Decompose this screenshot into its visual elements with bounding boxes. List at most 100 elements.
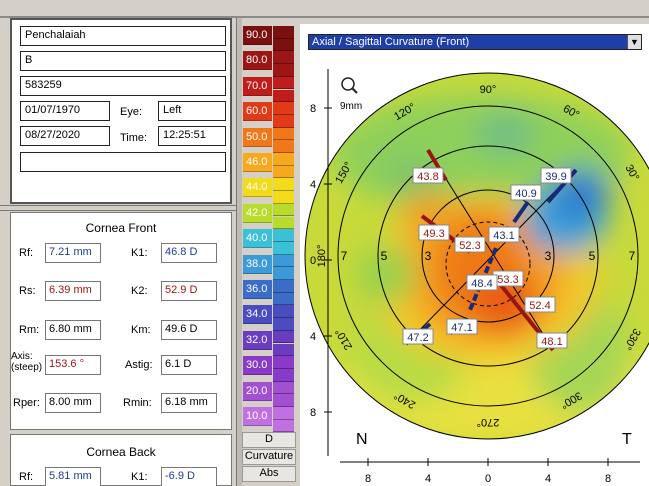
dob-field[interactable]: 01/07/1970 bbox=[20, 101, 110, 121]
ring-distance-label: 3 bbox=[425, 249, 432, 263]
scale-swatch bbox=[273, 178, 294, 192]
flat-reading: 48.4 bbox=[471, 278, 492, 290]
ring-distance-label: 7 bbox=[629, 249, 636, 263]
ring-distance-label: 5 bbox=[589, 249, 596, 263]
scale-swatch bbox=[273, 407, 294, 420]
scale-swatch bbox=[273, 254, 294, 268]
rmin-label: Rmin: bbox=[123, 397, 152, 409]
back-k1-label: K1: bbox=[131, 471, 148, 483]
steep-reading-box bbox=[454, 236, 486, 253]
scale-value-4: 50.0 bbox=[243, 127, 272, 147]
dropdown-arrow-icon[interactable]: ▼ bbox=[627, 35, 641, 49]
zoom-label: 9mm bbox=[340, 101, 362, 112]
scale-swatch bbox=[273, 76, 294, 90]
scale-swatch bbox=[273, 241, 294, 255]
steep-reading-box bbox=[536, 332, 568, 349]
eye-label: Eye: bbox=[120, 106, 143, 118]
patient-id-field[interactable]: 583259 bbox=[20, 76, 226, 96]
first-name-field[interactable]: B bbox=[20, 51, 226, 71]
rmin-value: 6.18 mm bbox=[161, 393, 217, 413]
flat-reading: 47.1 bbox=[451, 322, 472, 334]
ring-5 bbox=[377, 145, 599, 367]
rper-value: 8.00 mm bbox=[45, 393, 101, 413]
steep-reading: 49.3 bbox=[423, 228, 444, 240]
flat-reading-box bbox=[466, 274, 498, 291]
k2-label: K2: bbox=[131, 285, 148, 297]
scale-swatch bbox=[273, 394, 294, 407]
comment-field[interactable] bbox=[20, 152, 226, 172]
time-field[interactable]: 12:25:51 bbox=[158, 126, 226, 146]
ring-distance-label: 7 bbox=[341, 249, 348, 263]
y-tick-label: 0 bbox=[310, 255, 316, 267]
last-name-field[interactable]: Penchalaiah bbox=[20, 26, 226, 46]
back-k1-value: -6.9 D bbox=[161, 467, 217, 486]
eye-field[interactable]: Left bbox=[158, 101, 226, 121]
cornea-front-title: Cornea Front bbox=[85, 221, 157, 235]
distance-rings bbox=[337, 105, 639, 407]
scale-swatch bbox=[273, 267, 294, 280]
steep-reading: 53.3 bbox=[497, 274, 518, 286]
flat-reading: 43.1 bbox=[493, 230, 514, 242]
astig-value: 6.1 D bbox=[161, 355, 217, 375]
scale-swatch bbox=[273, 229, 294, 242]
scale-value-13: 30.0 bbox=[243, 356, 272, 376]
cornea-back-title: Cornea Back bbox=[86, 445, 156, 459]
scale-swatch bbox=[273, 305, 294, 319]
flat-reading-box bbox=[488, 226, 520, 243]
scale-value-15: 10.0 bbox=[243, 407, 272, 426]
x-tick-label: 8 bbox=[365, 473, 371, 485]
scale-swatch bbox=[273, 140, 294, 153]
ring-3 bbox=[421, 189, 555, 323]
scale-swatch bbox=[273, 153, 294, 166]
axis-ticks: 8 4 0 4 8 8 4 0 4 8 bbox=[310, 103, 611, 485]
rper-label: Rper: bbox=[13, 397, 40, 409]
k1-value: 46.8 D bbox=[161, 243, 217, 263]
rm-value: 6.80 mm bbox=[45, 320, 101, 340]
y-tick-label: 8 bbox=[310, 103, 316, 115]
x-tick-label: 0 bbox=[485, 473, 491, 485]
flat-reading-box bbox=[446, 318, 478, 335]
scale-value-3: 60.0 bbox=[243, 102, 272, 122]
temporal-label: T bbox=[622, 431, 632, 448]
scale-swatch bbox=[273, 343, 294, 357]
zoom-icon[interactable] bbox=[341, 77, 358, 94]
ring-distance-label: 5 bbox=[381, 249, 388, 263]
scale-unit: D bbox=[242, 432, 296, 448]
scale-swatch bbox=[273, 38, 294, 52]
time-label: Time: bbox=[120, 132, 148, 144]
flat-segment bbox=[512, 200, 530, 224]
rm-label: Rm: bbox=[19, 324, 40, 336]
steep-reading-box bbox=[524, 296, 556, 313]
scale-swatch bbox=[273, 203, 294, 217]
curvature-readings: 43.8 49.3 52.3 53.3 52.4 48.1 39.9 40.9 43.1 48.4… bbox=[402, 167, 572, 349]
scale-mode-button[interactable]: Curvature bbox=[242, 449, 296, 465]
steep-meridian-axis bbox=[427, 149, 554, 351]
scale-value-14: 20.0 bbox=[243, 381, 272, 401]
scale-swatch bbox=[273, 292, 294, 306]
flat-reading: 39.9 bbox=[545, 171, 566, 183]
x-tick-label: 4 bbox=[425, 473, 431, 485]
axis-label-line1: Axis: bbox=[11, 351, 33, 362]
map-type-dropdown[interactable]: Axial / Sagittal Curvature (Front) ▼ bbox=[308, 34, 642, 50]
x-tick-label: 8 bbox=[605, 473, 611, 485]
flat-reading: 40.9 bbox=[515, 188, 536, 200]
scale-value-5: 46.0 bbox=[243, 153, 272, 172]
km-label: Km: bbox=[131, 324, 151, 336]
scale-value-0: 90.0 bbox=[243, 26, 272, 45]
exam-date-field[interactable]: 08/27/2020 bbox=[20, 126, 110, 146]
scale-value-10: 36.0 bbox=[243, 280, 272, 299]
scale-swatch bbox=[273, 419, 294, 433]
scale-abs-button[interactable]: Abs bbox=[242, 466, 296, 482]
scale-value-9: 38.0 bbox=[243, 254, 272, 274]
steep-reading-box bbox=[412, 167, 444, 184]
scale-swatch bbox=[273, 64, 294, 77]
patient-info-panel: Penchalaiah B 583259 01/07/1970 Eye: Lef… bbox=[10, 18, 232, 204]
angle-label: 270° bbox=[477, 416, 500, 428]
vertical-separator bbox=[236, 18, 242, 486]
axis-label-line2: (steep) bbox=[11, 362, 43, 373]
flat-reading: 47.2 bbox=[407, 332, 428, 344]
scale-swatch bbox=[273, 51, 294, 65]
rf-value: 7.21 mm bbox=[45, 243, 101, 263]
scale-value-1: 80.0 bbox=[243, 51, 272, 71]
